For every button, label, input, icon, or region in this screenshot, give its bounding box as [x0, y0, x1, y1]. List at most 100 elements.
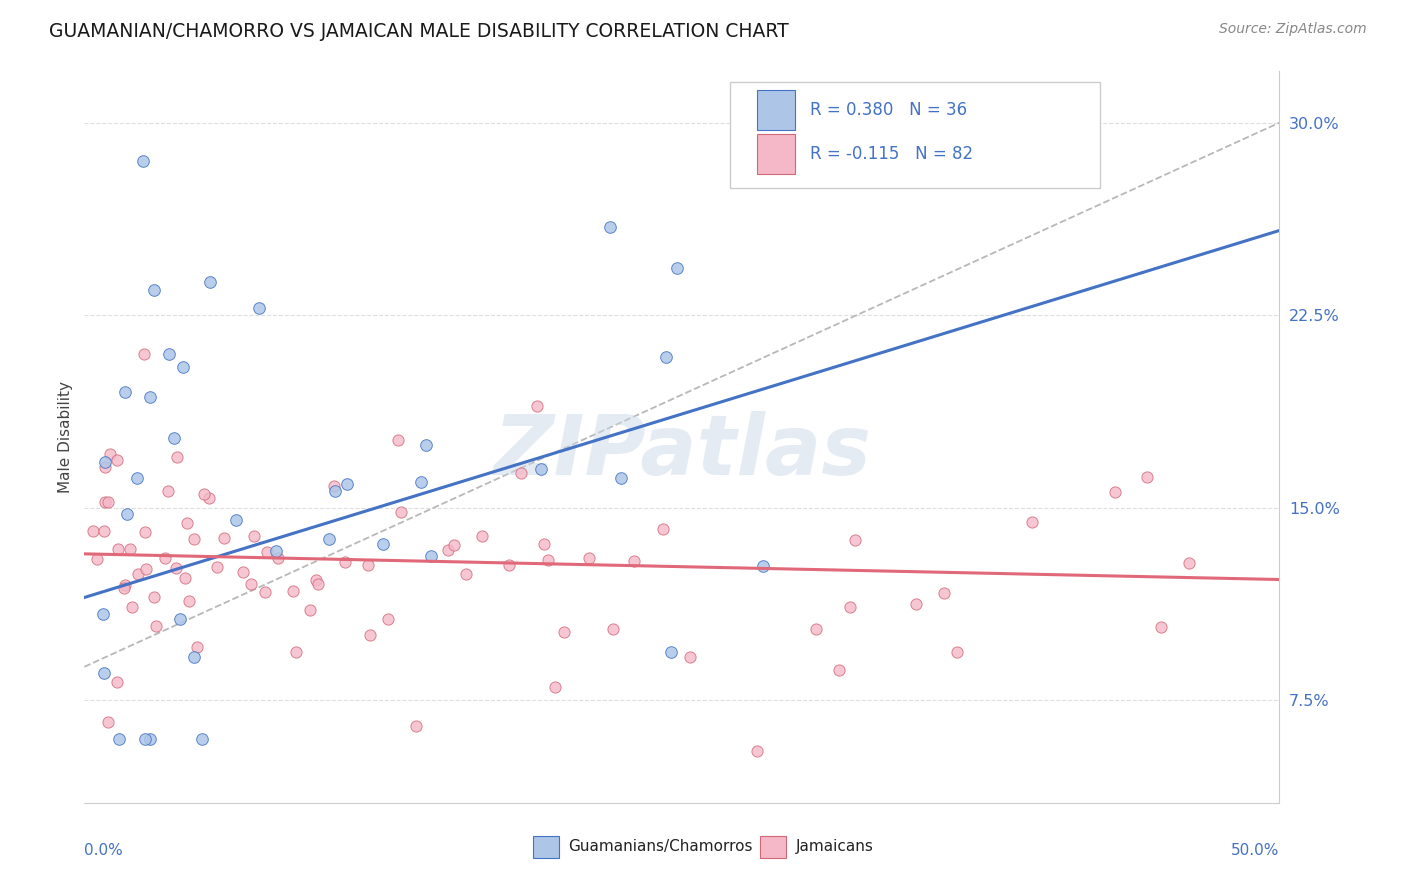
Point — [169, 612, 191, 626]
Point — [93, 455, 115, 469]
Point — [97, 494, 120, 508]
Point — [179, 594, 201, 608]
Point — [183, 533, 205, 547]
Point — [134, 524, 156, 539]
Point — [183, 649, 205, 664]
Point — [82, 524, 104, 538]
Point — [544, 680, 567, 694]
FancyBboxPatch shape — [730, 82, 1101, 188]
Point — [498, 558, 520, 572]
Point — [839, 599, 862, 614]
Point — [530, 462, 553, 476]
Point — [420, 549, 443, 563]
Point — [112, 581, 135, 595]
Point — [578, 551, 600, 566]
Point — [114, 385, 136, 400]
Point — [307, 577, 329, 591]
Point — [143, 283, 166, 297]
Point — [205, 560, 228, 574]
Text: Jamaicans: Jamaicans — [796, 839, 873, 855]
Point — [157, 347, 180, 361]
Point — [655, 350, 678, 364]
Bar — [758, 134, 796, 174]
Point — [844, 533, 866, 547]
Point — [174, 571, 197, 585]
Point — [526, 399, 548, 413]
Point — [117, 508, 139, 522]
Point — [127, 470, 149, 484]
Point — [163, 431, 186, 445]
Point — [108, 731, 131, 746]
Point — [436, 543, 458, 558]
Point — [305, 573, 328, 587]
Point — [267, 550, 290, 565]
Point — [946, 644, 969, 658]
Text: R = -0.115   N = 82: R = -0.115 N = 82 — [810, 145, 973, 162]
Point — [165, 560, 187, 574]
Point — [377, 612, 399, 626]
Point — [932, 586, 955, 600]
Point — [176, 516, 198, 530]
Point — [97, 715, 120, 730]
Point — [751, 558, 773, 573]
Point — [356, 558, 378, 572]
Point — [93, 607, 115, 621]
Point — [107, 541, 129, 556]
Point — [198, 275, 221, 289]
Point — [666, 261, 689, 276]
Point — [94, 495, 117, 509]
Point — [1136, 470, 1159, 484]
Point — [121, 599, 143, 614]
Point — [373, 537, 395, 551]
Bar — [759, 836, 786, 858]
Point — [804, 622, 827, 636]
Point — [415, 438, 437, 452]
Point — [134, 346, 156, 360]
Point — [253, 584, 276, 599]
Point — [623, 554, 645, 568]
Point — [1104, 485, 1126, 500]
Point — [323, 484, 346, 499]
Point — [93, 524, 115, 539]
Point — [172, 359, 194, 374]
Point — [610, 471, 633, 485]
Point — [284, 645, 307, 659]
Point — [318, 532, 340, 546]
Point — [411, 475, 433, 489]
Point — [127, 567, 149, 582]
Point — [599, 219, 621, 234]
Y-axis label: Male Disability: Male Disability — [58, 381, 73, 493]
Point — [828, 663, 851, 677]
Point — [139, 731, 162, 746]
Point — [134, 731, 156, 746]
Text: Guamanians/Chamorros: Guamanians/Chamorros — [568, 839, 752, 855]
Text: GUAMANIAN/CHAMORRO VS JAMAICAN MALE DISABILITY CORRELATION CHART: GUAMANIAN/CHAMORRO VS JAMAICAN MALE DISA… — [49, 22, 789, 41]
Point — [232, 566, 254, 580]
Point — [143, 590, 166, 604]
Point — [443, 538, 465, 552]
Point — [256, 544, 278, 558]
Point — [510, 467, 533, 481]
Point — [139, 390, 162, 404]
Point — [190, 731, 212, 746]
Point — [105, 452, 128, 467]
Point — [389, 505, 412, 519]
Point — [553, 625, 575, 640]
Point — [247, 301, 270, 316]
Point — [1178, 556, 1201, 570]
Point — [602, 622, 624, 636]
Point — [114, 578, 136, 592]
Point — [679, 649, 702, 664]
Point — [387, 433, 409, 447]
Point — [1149, 620, 1171, 634]
Point — [264, 544, 287, 558]
Point — [118, 541, 141, 556]
Point — [93, 665, 115, 680]
Point — [281, 583, 304, 598]
Point — [98, 447, 121, 461]
Text: 50.0%: 50.0% — [1232, 843, 1279, 858]
Point — [225, 513, 247, 527]
Point — [333, 555, 356, 569]
Point — [456, 567, 478, 582]
Text: 0.0%: 0.0% — [84, 843, 124, 858]
